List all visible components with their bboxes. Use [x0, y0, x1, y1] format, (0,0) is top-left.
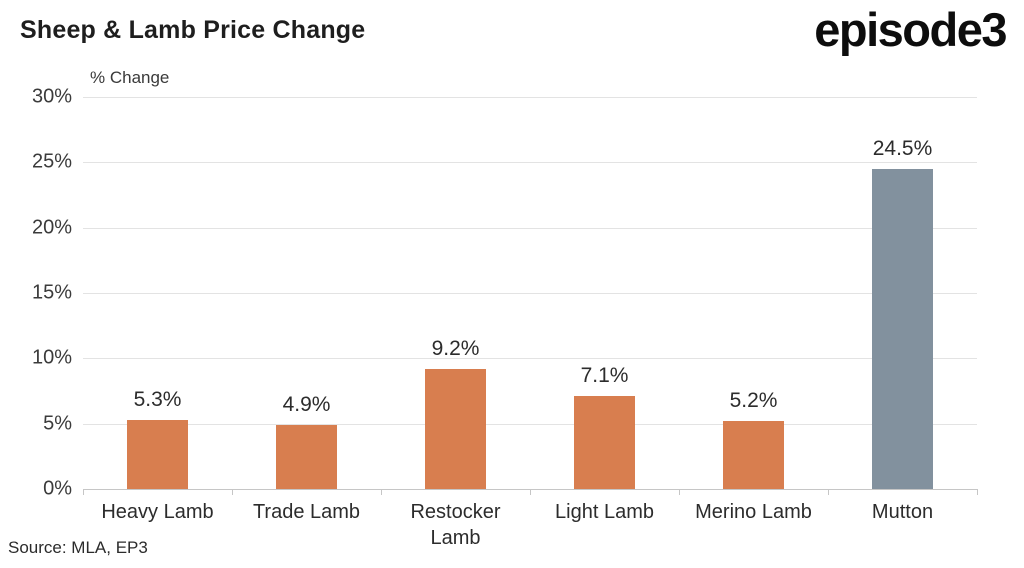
bar-value-label: 4.9%: [282, 392, 331, 416]
bar-value-label: 9.2%: [431, 336, 480, 360]
x-axis-label: Mutton: [871, 501, 934, 523]
bar-value-label: 7.1%: [580, 364, 629, 388]
bar-trade-lamb: [276, 424, 337, 489]
x-axis-label: Light Lamb: [555, 501, 654, 523]
gridline: [83, 97, 977, 98]
x-axis-label: Heavy Lamb: [101, 501, 214, 523]
chart-title: Sheep & Lamb Price Change: [20, 16, 366, 44]
y-axis-tick-label: 25%: [31, 150, 72, 173]
bar-value-label: 5.3%: [133, 387, 182, 411]
x-axis-label: Trade Lamb: [252, 501, 361, 523]
episode3-logo: episode3: [814, 3, 1007, 56]
gridline: [83, 293, 977, 294]
gridline: [83, 423, 977, 425]
axis-tick: [828, 489, 829, 495]
axis-tick: [530, 489, 531, 495]
y-axis-tick-label: 10%: [31, 346, 72, 369]
source-note: Source: MLA, EP3: [8, 538, 148, 557]
x-axis-label: Merino Lamb: [695, 501, 812, 523]
x-axis-label: Restocker Lamb: [410, 501, 501, 549]
bar-value-label: 5.2%: [729, 389, 778, 413]
y-axis-tick-label: 20%: [31, 216, 72, 239]
y-axis-tick-label: 0%: [43, 477, 72, 500]
x-axis: Heavy Lamb Trade Lamb Restocker Lamb Light …: [83, 499, 977, 551]
bar-mutton: [872, 168, 933, 489]
bar-restocker-lamb: [425, 368, 486, 489]
bar-light-lamb: [574, 396, 635, 489]
axis-tick: [83, 489, 84, 495]
plot-area: 0% 5% 10% 15% 20% 25% 30% 5.3% 4.9% 9.2% 7.1% 5.2% 2…: [32, 86, 978, 500]
axis-tick: [232, 489, 233, 495]
axis-tick: [679, 489, 680, 495]
y-axis-title: % Change: [90, 68, 170, 87]
axis-tick: [381, 489, 382, 495]
y-axis-tick-label: 15%: [31, 281, 72, 304]
gridline: [83, 358, 977, 360]
gridline: [83, 162, 977, 164]
y-axis-tick-label: 30%: [31, 85, 72, 108]
axis-tick: [977, 489, 978, 495]
gridline: [83, 227, 977, 229]
bar-heavy-lamb: [127, 419, 188, 489]
bar-merino-lamb: [723, 421, 784, 489]
y-axis-tick-label: 5%: [43, 412, 72, 435]
bar-value-label: 24.5%: [872, 136, 933, 160]
